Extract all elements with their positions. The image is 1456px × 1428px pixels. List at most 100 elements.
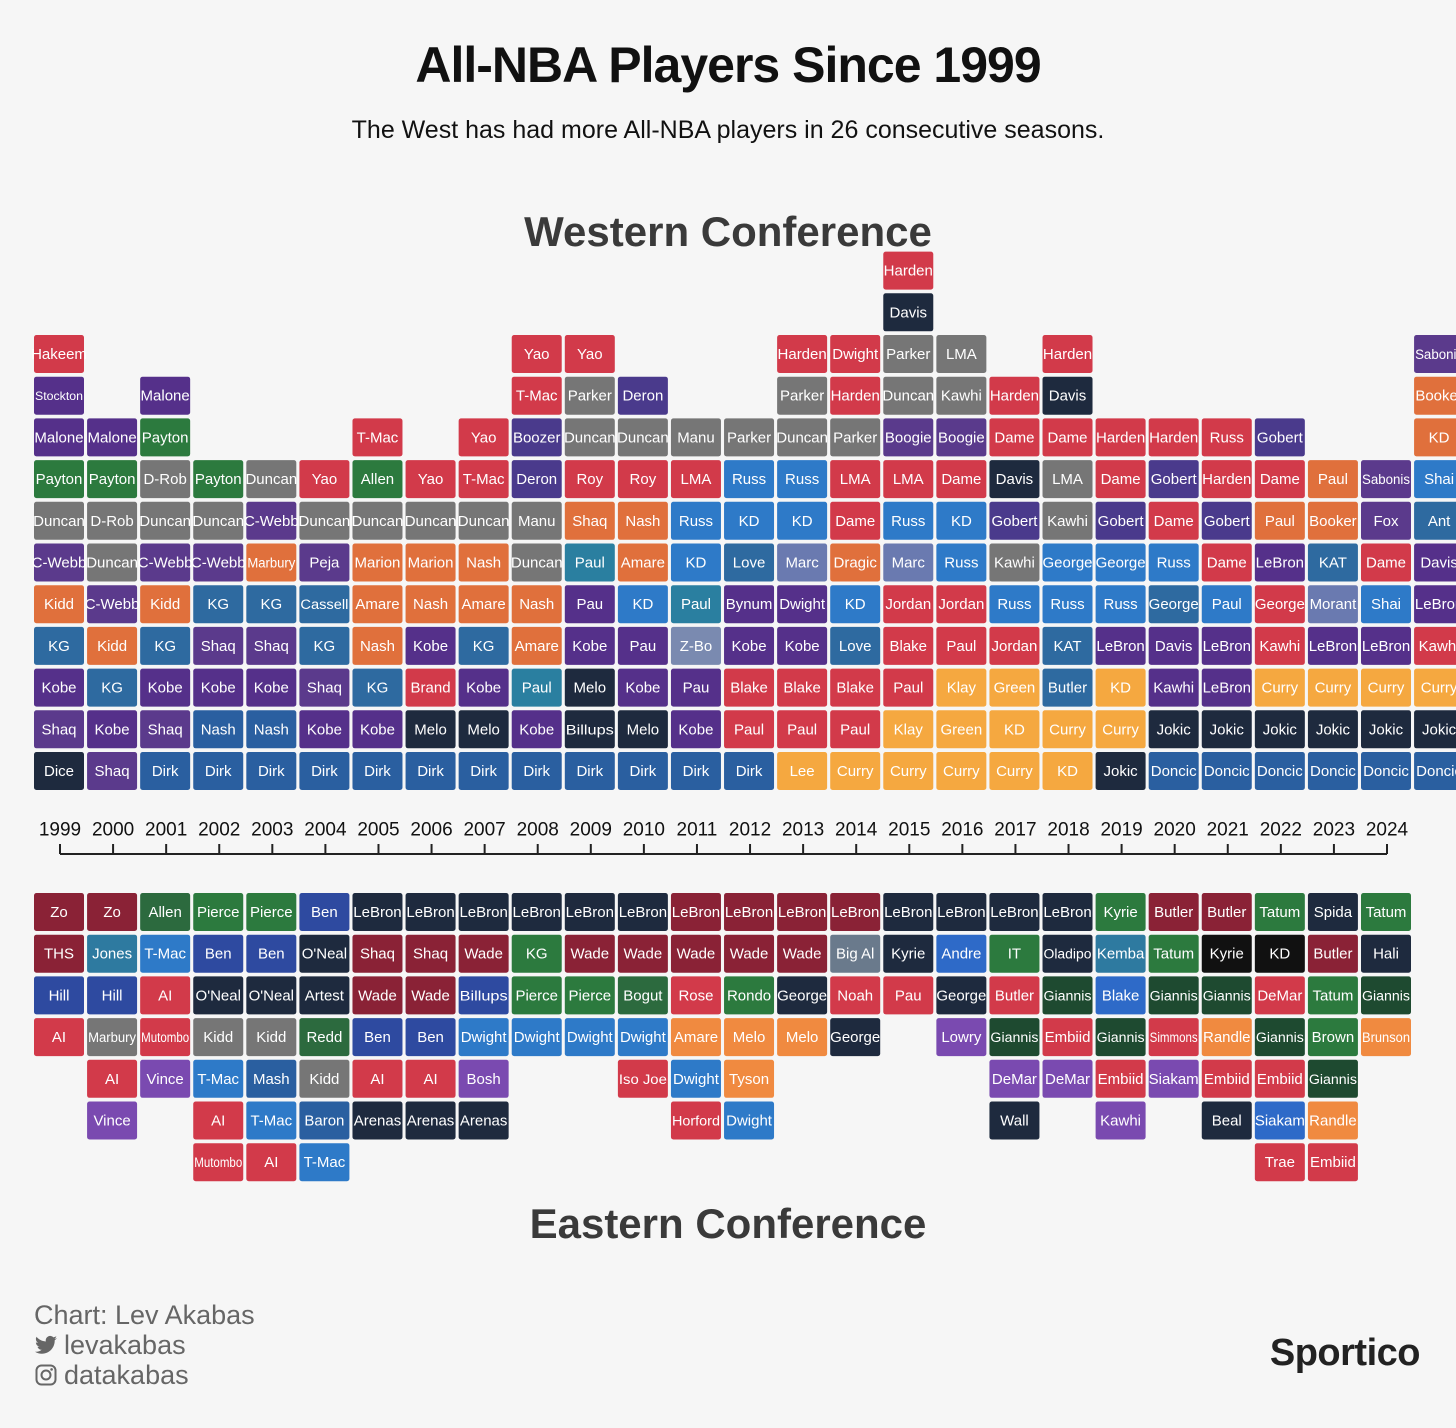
player-name: Booker: [1415, 388, 1456, 405]
player-tile-bg: [246, 543, 297, 582]
player-tile: Paul: [830, 710, 881, 749]
player-name: Duncan: [86, 555, 138, 572]
player-name: Parker: [833, 429, 877, 446]
player-name: Gobert: [1257, 429, 1304, 446]
player-name: Nash: [201, 721, 236, 738]
player-tile: Kobe: [617, 668, 668, 707]
player-tile-bg: [140, 418, 191, 457]
player-name: KD: [792, 513, 813, 530]
year-label: 2011: [677, 820, 718, 841]
player-name: LeBron: [1096, 638, 1144, 655]
player-name: Zo: [50, 904, 68, 921]
player-tile: Marbury: [87, 1018, 138, 1057]
player-name: Zo: [103, 904, 121, 921]
player-tile: Jokic: [1361, 710, 1411, 749]
player-tile-bg: [1307, 501, 1358, 540]
player-name: Dame: [941, 471, 981, 488]
player-name: Jokic: [1422, 721, 1456, 738]
player-tile-bg: [87, 1018, 138, 1057]
player-name: George: [830, 1029, 880, 1046]
player-name: Kobe: [678, 721, 713, 738]
credit-instagram[interactable]: datakabas: [34, 1360, 255, 1390]
player-tile-bg: [299, 934, 350, 973]
player-name: LeBron: [831, 904, 879, 921]
player-name: Paul: [787, 721, 817, 738]
player-tile-bg: [1254, 934, 1305, 973]
player-tile-bg: [511, 418, 562, 457]
player-tile: DeMar: [1042, 1059, 1093, 1098]
player-name: Paul: [1265, 513, 1295, 530]
player-tile-bg: [1201, 1101, 1252, 1140]
player-tile-bg: [299, 710, 350, 749]
player-tile: Russ: [777, 460, 828, 499]
player-name: Tatum: [1153, 946, 1194, 963]
player-name: Kyrie: [891, 946, 925, 963]
player-name: Dwight: [461, 1029, 508, 1046]
player-name: AI: [264, 1154, 278, 1171]
player-tile: Amare: [617, 543, 668, 582]
credit-instagram-text: datakabas: [64, 1360, 189, 1390]
player-tile-bg: [564, 752, 615, 790]
player-tile-bg: [1414, 585, 1456, 624]
player-tile-bg: [1095, 752, 1146, 790]
player-name: Shai: [1371, 596, 1401, 613]
player-name: Marion: [355, 555, 401, 572]
year-label: 2008: [517, 820, 559, 841]
player-tile-bg: [883, 501, 934, 540]
player-tile-bg: [1307, 1059, 1358, 1098]
year-label: 2018: [1047, 820, 1089, 841]
player-name: Nash: [519, 596, 554, 613]
player-tile: O'Neal: [193, 976, 244, 1015]
player-name: Blake: [730, 680, 768, 697]
player-name: Wall: [1000, 1113, 1029, 1130]
player-name: Z-Bo: [680, 638, 713, 655]
player-tile: Wade: [724, 934, 775, 973]
player-name: Parker: [727, 429, 771, 446]
player-tile-bg: [511, 335, 562, 373]
player-name: Russ: [785, 471, 819, 488]
player-tile-bg: [140, 710, 191, 749]
player-tile: Wall: [989, 1101, 1040, 1140]
player-name: KD: [686, 555, 707, 572]
player-tile: Dirk: [724, 752, 775, 790]
player-tile: DeMar: [989, 1059, 1040, 1098]
player-name: Kawhi: [1100, 1113, 1141, 1130]
player-name: Billups: [566, 722, 614, 737]
player-tile-bg: [1201, 752, 1252, 790]
player-tile: Kobe: [458, 668, 509, 707]
player-tile: LeBron: [458, 893, 509, 931]
player-tile-bg: [670, 1018, 721, 1057]
player-name: Wade: [677, 946, 716, 963]
player-tile-bg: [246, 501, 297, 540]
player-name: Embiid: [1098, 1071, 1144, 1088]
player-tile-bg: [193, 710, 244, 749]
player-name: Duncan: [299, 513, 351, 530]
credit-twitter[interactable]: levakabas: [34, 1330, 255, 1360]
player-name: Brand: [411, 680, 451, 697]
player-tile: George: [936, 976, 986, 1015]
player-name: Duncan: [776, 429, 828, 446]
player-tile-bg: [299, 1059, 350, 1098]
player-tile: Andre: [936, 934, 987, 973]
player-name: AI: [52, 1029, 66, 1046]
player-tile: Allen: [140, 893, 191, 931]
player-tile: Jordan: [883, 585, 934, 624]
player-tile: Wade: [777, 934, 828, 973]
player-name: Melo: [467, 721, 500, 738]
player-tile-bg: [883, 460, 934, 499]
player-tile: Russ: [1201, 418, 1252, 457]
player-tile-bg: [299, 976, 350, 1015]
player-name: KAT: [1053, 638, 1081, 655]
player-tile: Arenas: [352, 1101, 403, 1140]
player-name: Nash: [625, 513, 660, 530]
player-tile: Kobe: [34, 668, 84, 707]
player-tile-bg: [193, 976, 244, 1015]
player-tile: Paul: [936, 626, 987, 665]
player-tile: Booker: [1307, 501, 1358, 540]
player-name: Ant: [1428, 513, 1451, 530]
player-tile: Parker: [564, 376, 615, 415]
year-label: 2001: [145, 820, 187, 841]
credit-chart: Chart: Lev Akabas: [34, 1300, 255, 1330]
player-name: Kidd: [44, 596, 74, 613]
player-tile-bg: [1254, 418, 1305, 457]
